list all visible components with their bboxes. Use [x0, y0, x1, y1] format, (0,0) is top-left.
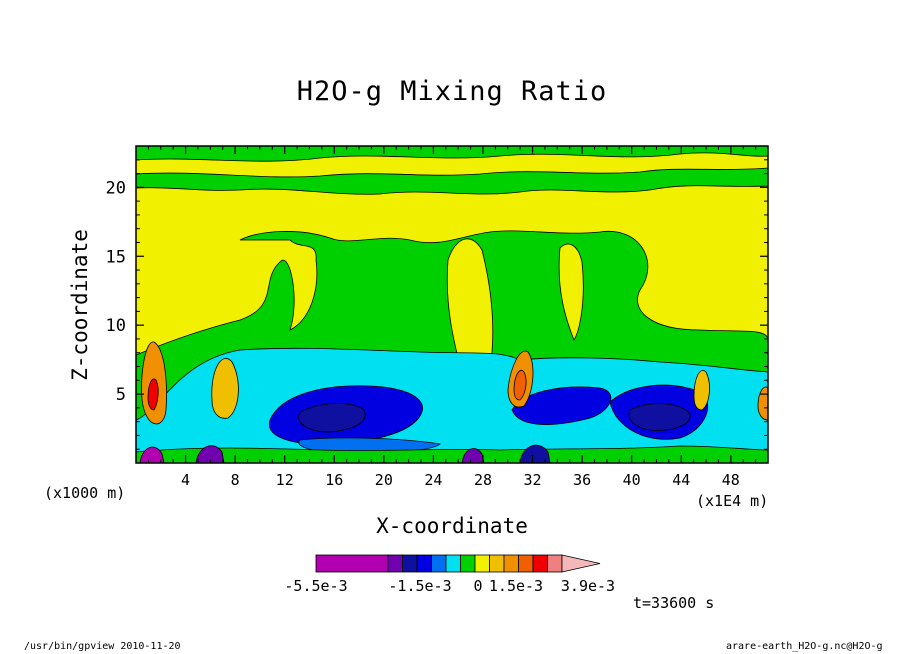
colorbar-label: -5.5e-3	[284, 577, 347, 595]
colorbar-segment	[315, 554, 389, 573]
field-tower-5	[757, 386, 768, 421]
x-axis-ticks: 4 8 12 16 20 24 28 32 36 40 44 48	[147, 146, 757, 489]
x-tick-label: 28	[474, 471, 492, 489]
field-purple-4	[519, 444, 551, 463]
time-label: t=33600 s	[633, 594, 715, 612]
colorbar: -5.5e-3 -1.5e-3 0 1.5e-3 3.9e-3	[284, 554, 615, 595]
field-tower-4	[693, 370, 710, 411]
x-tick-label: 12	[276, 471, 294, 489]
colorbar-segment	[503, 554, 519, 573]
field-ground-green	[136, 445, 768, 463]
y-axis-ticks: 5 10 15 20	[106, 159, 768, 450]
colorbar-label: 1.5e-3	[489, 577, 543, 595]
footer-right: arare-earth_H2O-g.nc@H2O-g	[726, 641, 883, 652]
x-tick-label: 8	[231, 471, 240, 489]
colorbar-segment	[387, 554, 403, 573]
x-tick-label: 16	[325, 471, 343, 489]
field-darkblue-core-3	[628, 403, 691, 431]
field-tower-3-core	[513, 369, 527, 401]
y-tick-label: 20	[106, 178, 126, 198]
x-tick-label: 44	[672, 471, 690, 489]
x-tick-label: 36	[573, 471, 591, 489]
colorbar-segment	[445, 554, 461, 573]
field-tower-1-core	[147, 378, 159, 411]
colorbar-segment	[532, 554, 548, 573]
field-purple-2	[195, 445, 225, 463]
y-tick-label: 5	[116, 385, 126, 405]
x-tick-label: 20	[375, 471, 393, 489]
colorbar-segment	[431, 554, 447, 573]
colorbar-arrow	[561, 554, 601, 573]
field-purple-1	[139, 446, 165, 463]
plot-frame	[135, 145, 769, 464]
field-darkblue-core	[298, 403, 366, 433]
field-top-yellow-strip	[136, 152, 768, 178]
colorbar-segment	[474, 554, 490, 573]
x-axis-unit-left: (x1000 m)	[44, 484, 126, 502]
x-tick-label: 48	[722, 471, 740, 489]
x-tick-label: 4	[181, 471, 190, 489]
footer-left: /usr/bin/gpview 2010-11-20	[24, 641, 181, 652]
colorbar-segment	[518, 554, 534, 573]
x-axis-unit-right: (x1E4 m)	[696, 492, 769, 510]
field-yellow-plume-36	[558, 243, 584, 341]
colorbar-segment	[460, 554, 476, 573]
x-tick-label: 32	[524, 471, 542, 489]
colorbar-label: -1.5e-3	[388, 577, 451, 595]
colorbar-segment	[402, 554, 418, 573]
y-tick-label: 10	[106, 316, 126, 336]
x-tick-label: 24	[424, 471, 442, 489]
chart-title: H2O-g Mixing Ratio	[296, 76, 608, 107]
x-tick-label: 40	[623, 471, 641, 489]
colorbar-label: 0	[473, 577, 482, 595]
colorbar-segment	[547, 554, 563, 573]
y-axis-title: Z-coordinate	[68, 229, 92, 381]
heatmap-field	[136, 146, 768, 463]
colorbar-label: 3.9e-3	[561, 577, 615, 595]
x-axis-title: X-coordinate	[376, 514, 528, 538]
field-purple-3	[461, 448, 485, 463]
field-tower-2	[211, 358, 239, 419]
colorbar-segment	[489, 554, 505, 573]
colorbar-segment	[416, 554, 432, 573]
y-tick-label: 15	[106, 247, 126, 267]
